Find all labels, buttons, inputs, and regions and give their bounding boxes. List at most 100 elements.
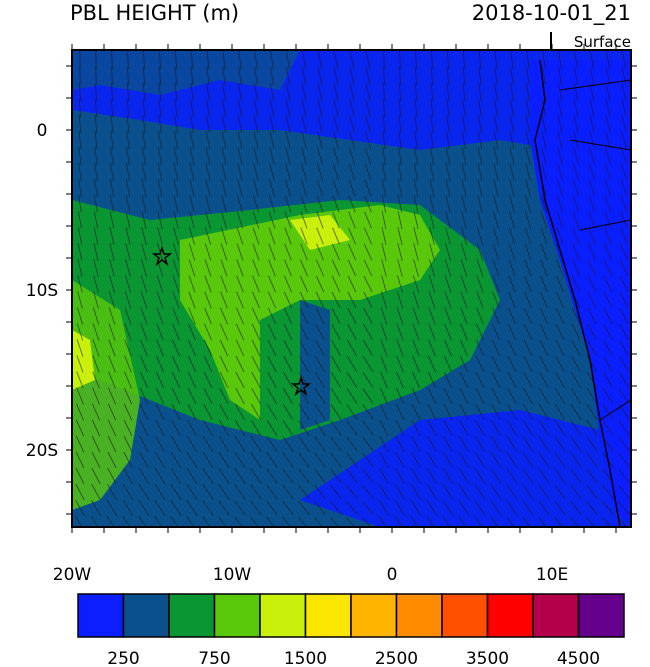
wind-barb (446, 115, 450, 133)
wind-barb (348, 195, 356, 213)
wind-barb (429, 195, 435, 213)
wind-barb (204, 259, 212, 277)
wind-barb (286, 67, 290, 85)
wind-barb (412, 371, 420, 389)
wind-barb (574, 51, 578, 69)
wind-barb (541, 99, 547, 117)
wind-barb (77, 259, 83, 277)
wind-barb (138, 516, 147, 527)
wind-barb (268, 275, 276, 293)
wind-barb (460, 259, 468, 277)
wind-barb (506, 500, 518, 516)
wind-barb (509, 179, 515, 197)
wind-barb (93, 275, 99, 293)
wind-barb (539, 307, 549, 325)
wind-barb (365, 67, 371, 85)
wind-barb (107, 435, 117, 453)
wind-barb (411, 387, 421, 405)
wind-barb (234, 500, 246, 516)
wind-barb (603, 275, 613, 293)
wind-barb (110, 179, 114, 197)
wind-barb (602, 420, 614, 436)
wind-barb (460, 275, 468, 293)
wind-barb (604, 147, 612, 165)
wind-barb (398, 115, 402, 133)
wind-barb (218, 484, 230, 500)
wind-barb (123, 484, 133, 500)
wind-barb (76, 387, 84, 405)
wind-barb (76, 323, 84, 341)
wind-barb (238, 83, 242, 101)
wind-barb (475, 419, 485, 437)
wind-barb (525, 99, 531, 117)
wind-barb (346, 372, 358, 388)
wind-barb (413, 179, 419, 197)
wind-barb (478, 83, 482, 101)
wind-barb (286, 51, 290, 69)
wind-barb (478, 51, 482, 69)
wind-barb (172, 323, 180, 341)
wind-barb (430, 83, 434, 101)
wind-barb (237, 147, 243, 165)
wind-barb (361, 500, 375, 516)
wind-barb (107, 467, 117, 485)
wind-barb (92, 403, 100, 421)
wind-barb (523, 404, 533, 420)
wind-barb (526, 83, 530, 101)
wind-barb (329, 516, 340, 527)
wind-barb (158, 66, 162, 86)
wind-barb (266, 452, 278, 468)
wind-barb (541, 115, 547, 133)
wind-barb (618, 468, 630, 484)
colorbar-label: 4500 (557, 649, 600, 667)
wind-barb (556, 211, 564, 229)
wind-barb (301, 147, 307, 165)
wind-barb (238, 67, 242, 85)
wind-barb (460, 307, 468, 325)
wind-barb (300, 179, 308, 197)
wind-barb (444, 339, 452, 357)
wind-barb (109, 195, 115, 213)
wind-barb (155, 468, 165, 484)
wind-barb (106, 516, 115, 527)
wind-barb (347, 323, 357, 341)
wind-barb (587, 275, 597, 293)
level: Surface (574, 33, 631, 51)
wind-barb (554, 420, 566, 436)
wind-barb (526, 51, 530, 69)
wind-barb (363, 275, 373, 293)
wind-barb (585, 516, 596, 527)
wind-barb (282, 436, 294, 452)
wind-barb (429, 163, 435, 181)
wind-barb (124, 355, 132, 373)
wind-barb (459, 435, 469, 453)
wind-barb (317, 131, 323, 149)
wind-barb (379, 435, 389, 453)
wind-barb (269, 131, 275, 149)
wind-barb (542, 67, 546, 85)
wind-barb (475, 436, 485, 452)
wind-barb (458, 468, 470, 484)
wind-barb (539, 387, 549, 405)
wind-barb (156, 275, 164, 293)
wind-barb (253, 131, 259, 149)
wind-barb (284, 227, 292, 245)
wind-barb (301, 67, 307, 85)
wind-barb (282, 516, 291, 527)
map-frame (71, 49, 632, 528)
wind-barb (236, 291, 244, 309)
wind-barb (491, 371, 501, 389)
wind-barb (331, 339, 341, 357)
wind-barb (429, 211, 435, 229)
wind-barb (282, 500, 294, 516)
wind-barb (123, 403, 133, 421)
wind-barb (523, 355, 533, 373)
wind-barb (333, 51, 339, 69)
wind-barb (172, 307, 180, 325)
wind-barb (316, 211, 324, 229)
wind-barb (204, 227, 212, 245)
wind-barb (188, 339, 196, 357)
title: PBL HEIGHT (m) (70, 1, 239, 25)
wind-barb (555, 291, 565, 309)
wind-barb (383, 66, 385, 86)
